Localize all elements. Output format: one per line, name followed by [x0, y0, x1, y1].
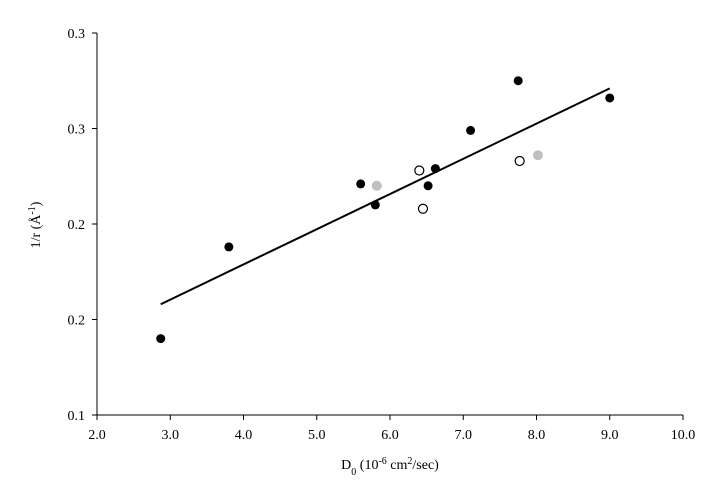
x-tick-label: 4.0	[235, 428, 253, 443]
tick-labels: 2.0 3.0 4.0 5.0 6.0 7.0 8.0 9.0 10.0 0.1 0.2 0.2 0.3…	[68, 27, 696, 443]
data-point-filled	[423, 181, 433, 191]
x-axis-label: D0 (10-6 cm2/sec)	[341, 456, 439, 478]
data-point-filled	[356, 179, 366, 189]
x-tick-label: 5.0	[308, 428, 326, 443]
x-tick-label: 2.0	[88, 428, 106, 443]
trendline	[160, 87, 611, 306]
data-point-filled	[224, 242, 234, 252]
x-tick-label: 7.0	[455, 428, 473, 443]
x-tick-label: 6.0	[381, 428, 399, 443]
data-point-filled	[605, 93, 615, 103]
data-point-filled	[430, 164, 440, 174]
y-tick-label: 0.2	[68, 314, 86, 329]
y-tick-label: 0.1	[68, 409, 86, 424]
trendline-layer	[160, 87, 611, 306]
data-point-open	[514, 155, 525, 167]
data-point-filled	[466, 125, 476, 135]
data-point-gray	[371, 180, 382, 191]
data-point-filled	[513, 76, 523, 86]
data-point-filled	[156, 334, 166, 344]
x-tick-label: 9.0	[601, 428, 619, 443]
data-point-open	[417, 203, 429, 214]
data-point-filled	[370, 200, 380, 210]
y-tick-label: 0.3	[68, 27, 86, 42]
x-tick-label: 3.0	[162, 428, 180, 443]
x-tick-label: 8.0	[528, 428, 546, 443]
y-tick-label: 0.3	[68, 123, 86, 138]
data-point-open	[414, 165, 425, 176]
data-points	[156, 76, 615, 344]
data-point-gray	[532, 150, 543, 161]
y-tick-label: 0.2	[68, 218, 86, 233]
x-tick-label: 10.0	[671, 428, 696, 443]
y-axis-label: 1/r (Å-1)	[27, 201, 45, 248]
axes	[92, 32, 684, 420]
